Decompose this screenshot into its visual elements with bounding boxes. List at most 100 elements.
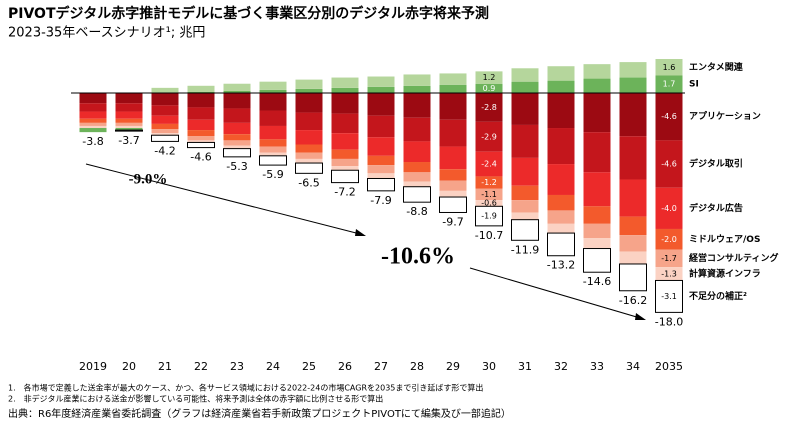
total-label: -9.7 — [442, 215, 463, 228]
x-tick-label: 23 — [230, 360, 244, 373]
bar-segment — [547, 210, 575, 224]
bar-segment — [295, 93, 323, 113]
bar-segment — [79, 93, 107, 104]
total-label: -3.7 — [118, 134, 139, 147]
bar-segment — [619, 77, 647, 93]
bar-segment — [187, 136, 215, 141]
annotation: -10.6% — [381, 244, 455, 270]
bar-segment — [511, 93, 539, 125]
bar-segment — [619, 179, 647, 217]
data-label: -2.8 — [481, 103, 497, 112]
bar-segment — [79, 128, 107, 133]
bar-segment — [619, 251, 647, 264]
bar-segment — [475, 200, 503, 207]
bar-segment — [79, 125, 107, 129]
x-tick-label: 2019 — [79, 360, 107, 373]
bar-segment — [511, 81, 539, 93]
data-label: 1.2 — [483, 73, 496, 82]
chart-title: PIVOTデジタル赤字推計モデルに基づく事業区分別のデジタル赤字将来予測 — [8, 5, 489, 22]
bar-segment — [655, 249, 683, 268]
bar-segment — [655, 228, 683, 250]
bar-segment — [295, 112, 323, 131]
legend-label: デジタル広告 — [689, 202, 743, 214]
bar-segment — [223, 134, 251, 141]
data-label: 1.6 — [663, 63, 676, 72]
total-label: -13.2 — [547, 259, 575, 272]
bar-segment — [583, 172, 611, 207]
bar-segment — [511, 68, 539, 82]
bar-segment — [583, 238, 611, 249]
bar-segment — [115, 122, 143, 126]
bar-segment — [403, 141, 431, 163]
total-label: -3.8 — [82, 135, 103, 148]
data-label: -1.2 — [481, 178, 497, 187]
bar-segment — [331, 166, 359, 171]
bar-segment — [475, 188, 503, 201]
bar-segment — [331, 77, 359, 88]
bar-segment — [259, 89, 287, 93]
data-label: -1.1 — [481, 190, 497, 199]
bar-segment — [187, 107, 215, 120]
bar-segment — [151, 123, 179, 130]
bar-segment — [223, 140, 251, 146]
bar-segment — [655, 140, 683, 188]
bar-segment — [367, 177, 395, 192]
bar-segment — [259, 152, 287, 156]
bar-segment — [295, 152, 323, 159]
bar-segment — [439, 84, 467, 93]
bar-segment — [223, 148, 251, 158]
trend-arrow — [469, 267, 641, 319]
bar-segment — [655, 59, 683, 76]
legend-label: アプリケーション — [689, 110, 761, 122]
bar-segment — [331, 169, 359, 184]
data-label: -2.4 — [481, 160, 497, 169]
bar-segment — [187, 130, 215, 137]
bar-segment — [259, 139, 287, 147]
bar-segment — [619, 62, 647, 78]
total-label: -11.9 — [511, 243, 539, 256]
source: 出典：R6年度経済産業省委託調査（グラフは経済産業省若手新政策プロジェクトPIV… — [8, 407, 511, 420]
bar-segment — [511, 157, 539, 186]
bar-segment — [655, 75, 683, 93]
bar-segment — [547, 80, 575, 93]
bar-segment — [259, 93, 287, 111]
bar-segment — [511, 185, 539, 201]
bar-segment — [511, 219, 539, 241]
bar-segment — [187, 91, 215, 93]
bar-segment — [295, 79, 323, 89]
bar-segment — [583, 248, 611, 273]
x-tick-label: 20 — [122, 360, 136, 373]
bar-segment — [583, 223, 611, 239]
bar-segment — [115, 111, 143, 119]
x-tick-label: 24 — [266, 360, 280, 373]
data-label: -4.6 — [661, 160, 677, 169]
x-tick-label: 34 — [626, 360, 640, 373]
bar-segment — [403, 172, 431, 182]
bar-segment — [331, 149, 359, 159]
bar-segment — [511, 200, 539, 213]
bar-segment — [655, 187, 683, 229]
x-tick-label: 28 — [410, 360, 424, 373]
bar-segment — [547, 93, 575, 129]
bar-segment — [583, 64, 611, 79]
chart-subtitle: 2023-35年ベースシナリオ¹; 兆円 — [8, 26, 205, 41]
bar-segment — [475, 83, 503, 93]
bar-segment — [475, 121, 503, 152]
bar-segment — [259, 81, 287, 90]
total-label: -5.9 — [262, 168, 283, 181]
bar-segment — [655, 279, 683, 313]
legend-label: 不足分の補正² — [689, 290, 747, 302]
data-label: -4.6 — [661, 112, 677, 121]
footnote: 2. 非デジタル産業における送金が影響している可能性、将来予測は全体の赤字額に比… — [8, 394, 383, 404]
bar-segment — [439, 190, 467, 198]
bar-segment — [403, 186, 431, 203]
bar-segment — [619, 263, 647, 292]
bar-segment — [151, 105, 179, 116]
legend-label: 経営コンサルティング — [689, 252, 778, 264]
x-tick-label: 33 — [590, 360, 604, 373]
bar-segment — [295, 144, 323, 153]
bar-segment — [367, 173, 395, 179]
total-label: -10.7 — [475, 229, 503, 242]
data-label: 1.7 — [663, 80, 676, 89]
bar-segment — [259, 110, 287, 126]
